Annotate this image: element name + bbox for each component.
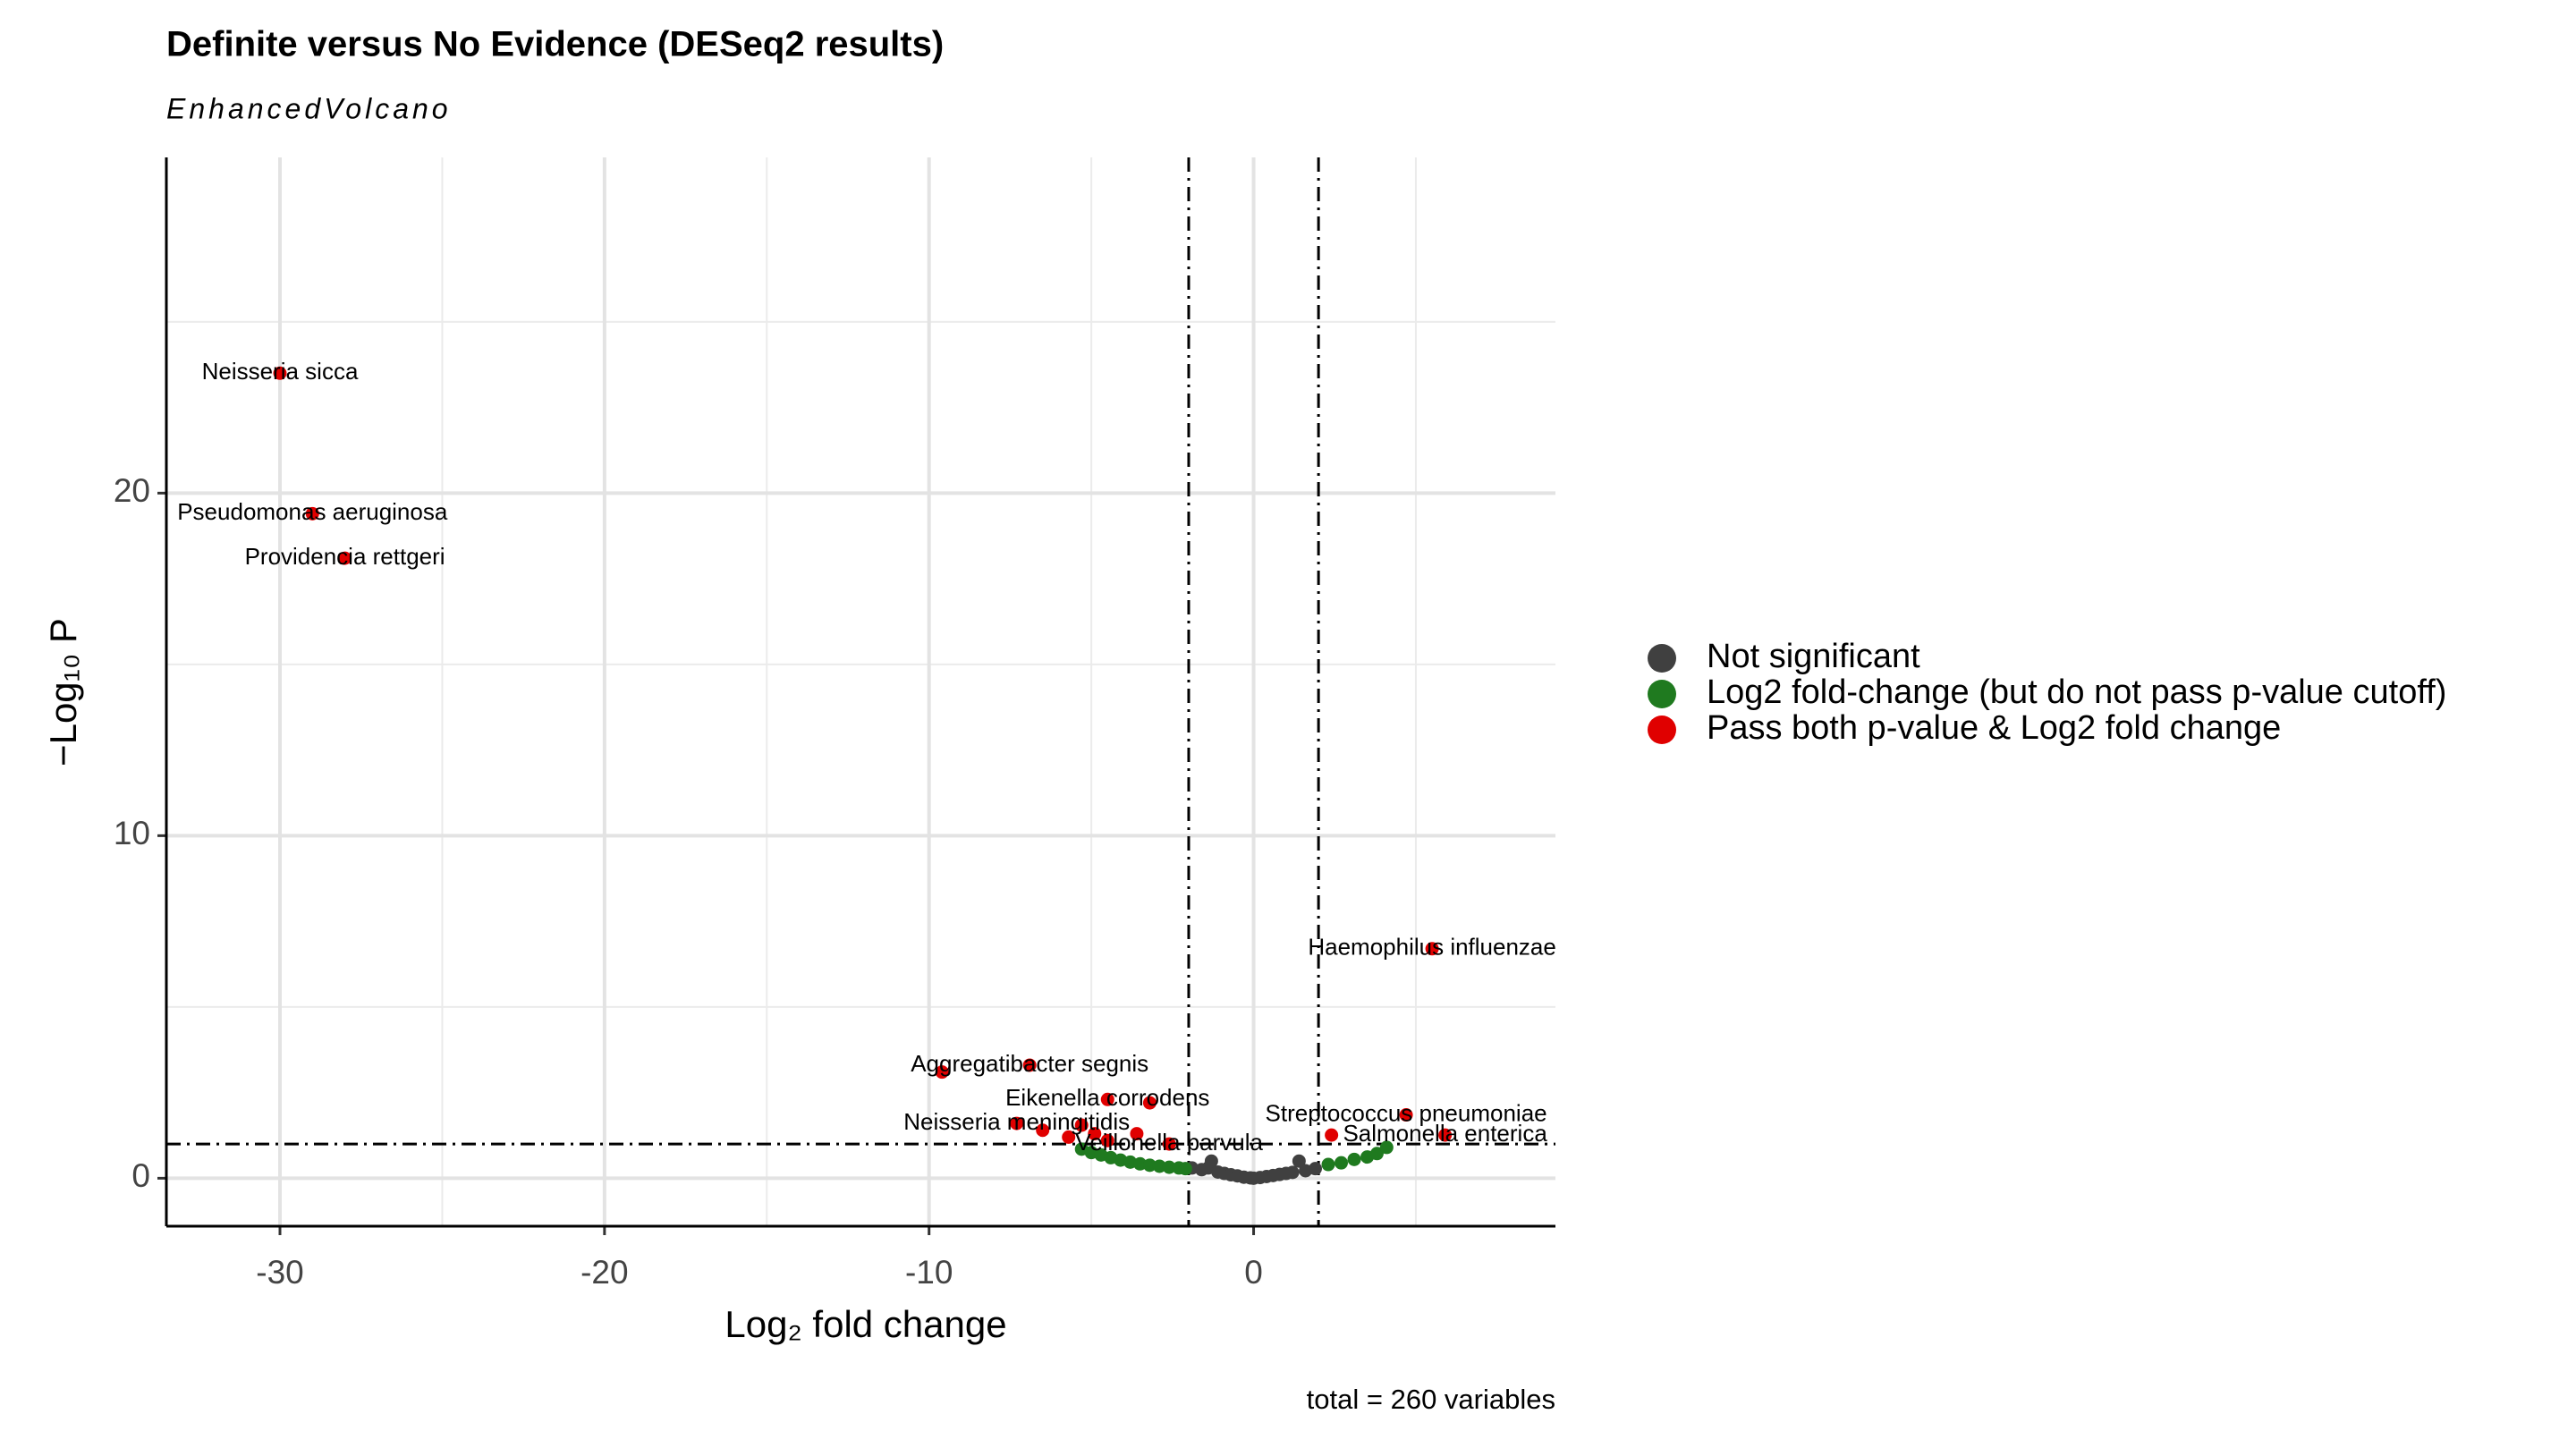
point — [305, 506, 319, 521]
point-label: Streptococcus pneumoniae — [1266, 1099, 1547, 1126]
point — [1285, 1165, 1300, 1180]
x-tick-label: -10 — [905, 1254, 953, 1291]
point — [1062, 1130, 1076, 1144]
y-tick-label: 0 — [131, 1157, 150, 1194]
point — [1292, 1154, 1306, 1168]
point — [1074, 1118, 1089, 1132]
y-tick-label: 10 — [114, 815, 150, 851]
point — [935, 1065, 949, 1080]
point-label: Pseudomonas aeruginosa — [177, 498, 448, 525]
chart-title: Definite versus No Evidence (DESeq2 resu… — [166, 25, 944, 64]
point-label: Salmonella enterica — [1343, 1120, 1547, 1147]
point — [1204, 1154, 1218, 1168]
point — [338, 551, 352, 565]
x-tick-label: -30 — [256, 1254, 303, 1291]
legend-marker — [1648, 644, 1676, 673]
point — [1325, 1128, 1339, 1142]
point — [1425, 942, 1439, 956]
legend-label: Log2 fold-change (but do not pass p-valu… — [1707, 673, 2446, 711]
point-label: Aggregatibacter segnis — [911, 1050, 1148, 1077]
point — [1100, 1133, 1114, 1147]
point-label: Veillonella parvula — [1075, 1129, 1263, 1156]
point — [1347, 1152, 1361, 1166]
point — [1308, 1162, 1322, 1176]
legend-label: Not significant — [1707, 638, 1920, 675]
point — [1379, 1140, 1394, 1155]
point — [1100, 1092, 1114, 1106]
y-axis-title: −Log₁₀ P — [42, 618, 84, 766]
point — [1142, 1158, 1157, 1173]
y-tick-label: 20 — [114, 472, 150, 509]
point — [1162, 1160, 1176, 1174]
point — [1152, 1159, 1166, 1173]
point — [1130, 1127, 1144, 1141]
point — [1036, 1123, 1050, 1138]
point — [1178, 1162, 1192, 1176]
point — [1321, 1157, 1335, 1172]
point-label: Neisseria sicca — [202, 358, 359, 385]
legend-marker — [1648, 716, 1676, 744]
x-tick-label: -20 — [580, 1254, 628, 1291]
x-tick-label: 0 — [1244, 1254, 1263, 1291]
point-label: Providencia rettgeri — [245, 543, 445, 570]
point — [1399, 1108, 1413, 1122]
point — [1162, 1137, 1176, 1151]
legend-label: Pass both p-value & Log2 fold change — [1707, 709, 2281, 747]
point-label: Haemophilus influenzae — [1308, 934, 1556, 961]
point — [1438, 1128, 1453, 1142]
point — [1022, 1058, 1037, 1072]
point — [273, 366, 287, 380]
point-label: Neisseria meningitidis — [903, 1108, 1130, 1135]
point — [1088, 1127, 1102, 1141]
point — [1335, 1156, 1349, 1170]
chart-subtitle: EnhancedVolcano — [166, 92, 452, 124]
x-axis-title: Log₂ fold change — [724, 1303, 1006, 1345]
point — [1369, 1147, 1384, 1161]
point-label: Eikenella corrodens — [1005, 1084, 1209, 1111]
legend-marker — [1648, 680, 1676, 708]
caption: total = 260 variables — [1307, 1384, 1555, 1415]
point — [1142, 1096, 1157, 1110]
point — [1010, 1116, 1024, 1130]
